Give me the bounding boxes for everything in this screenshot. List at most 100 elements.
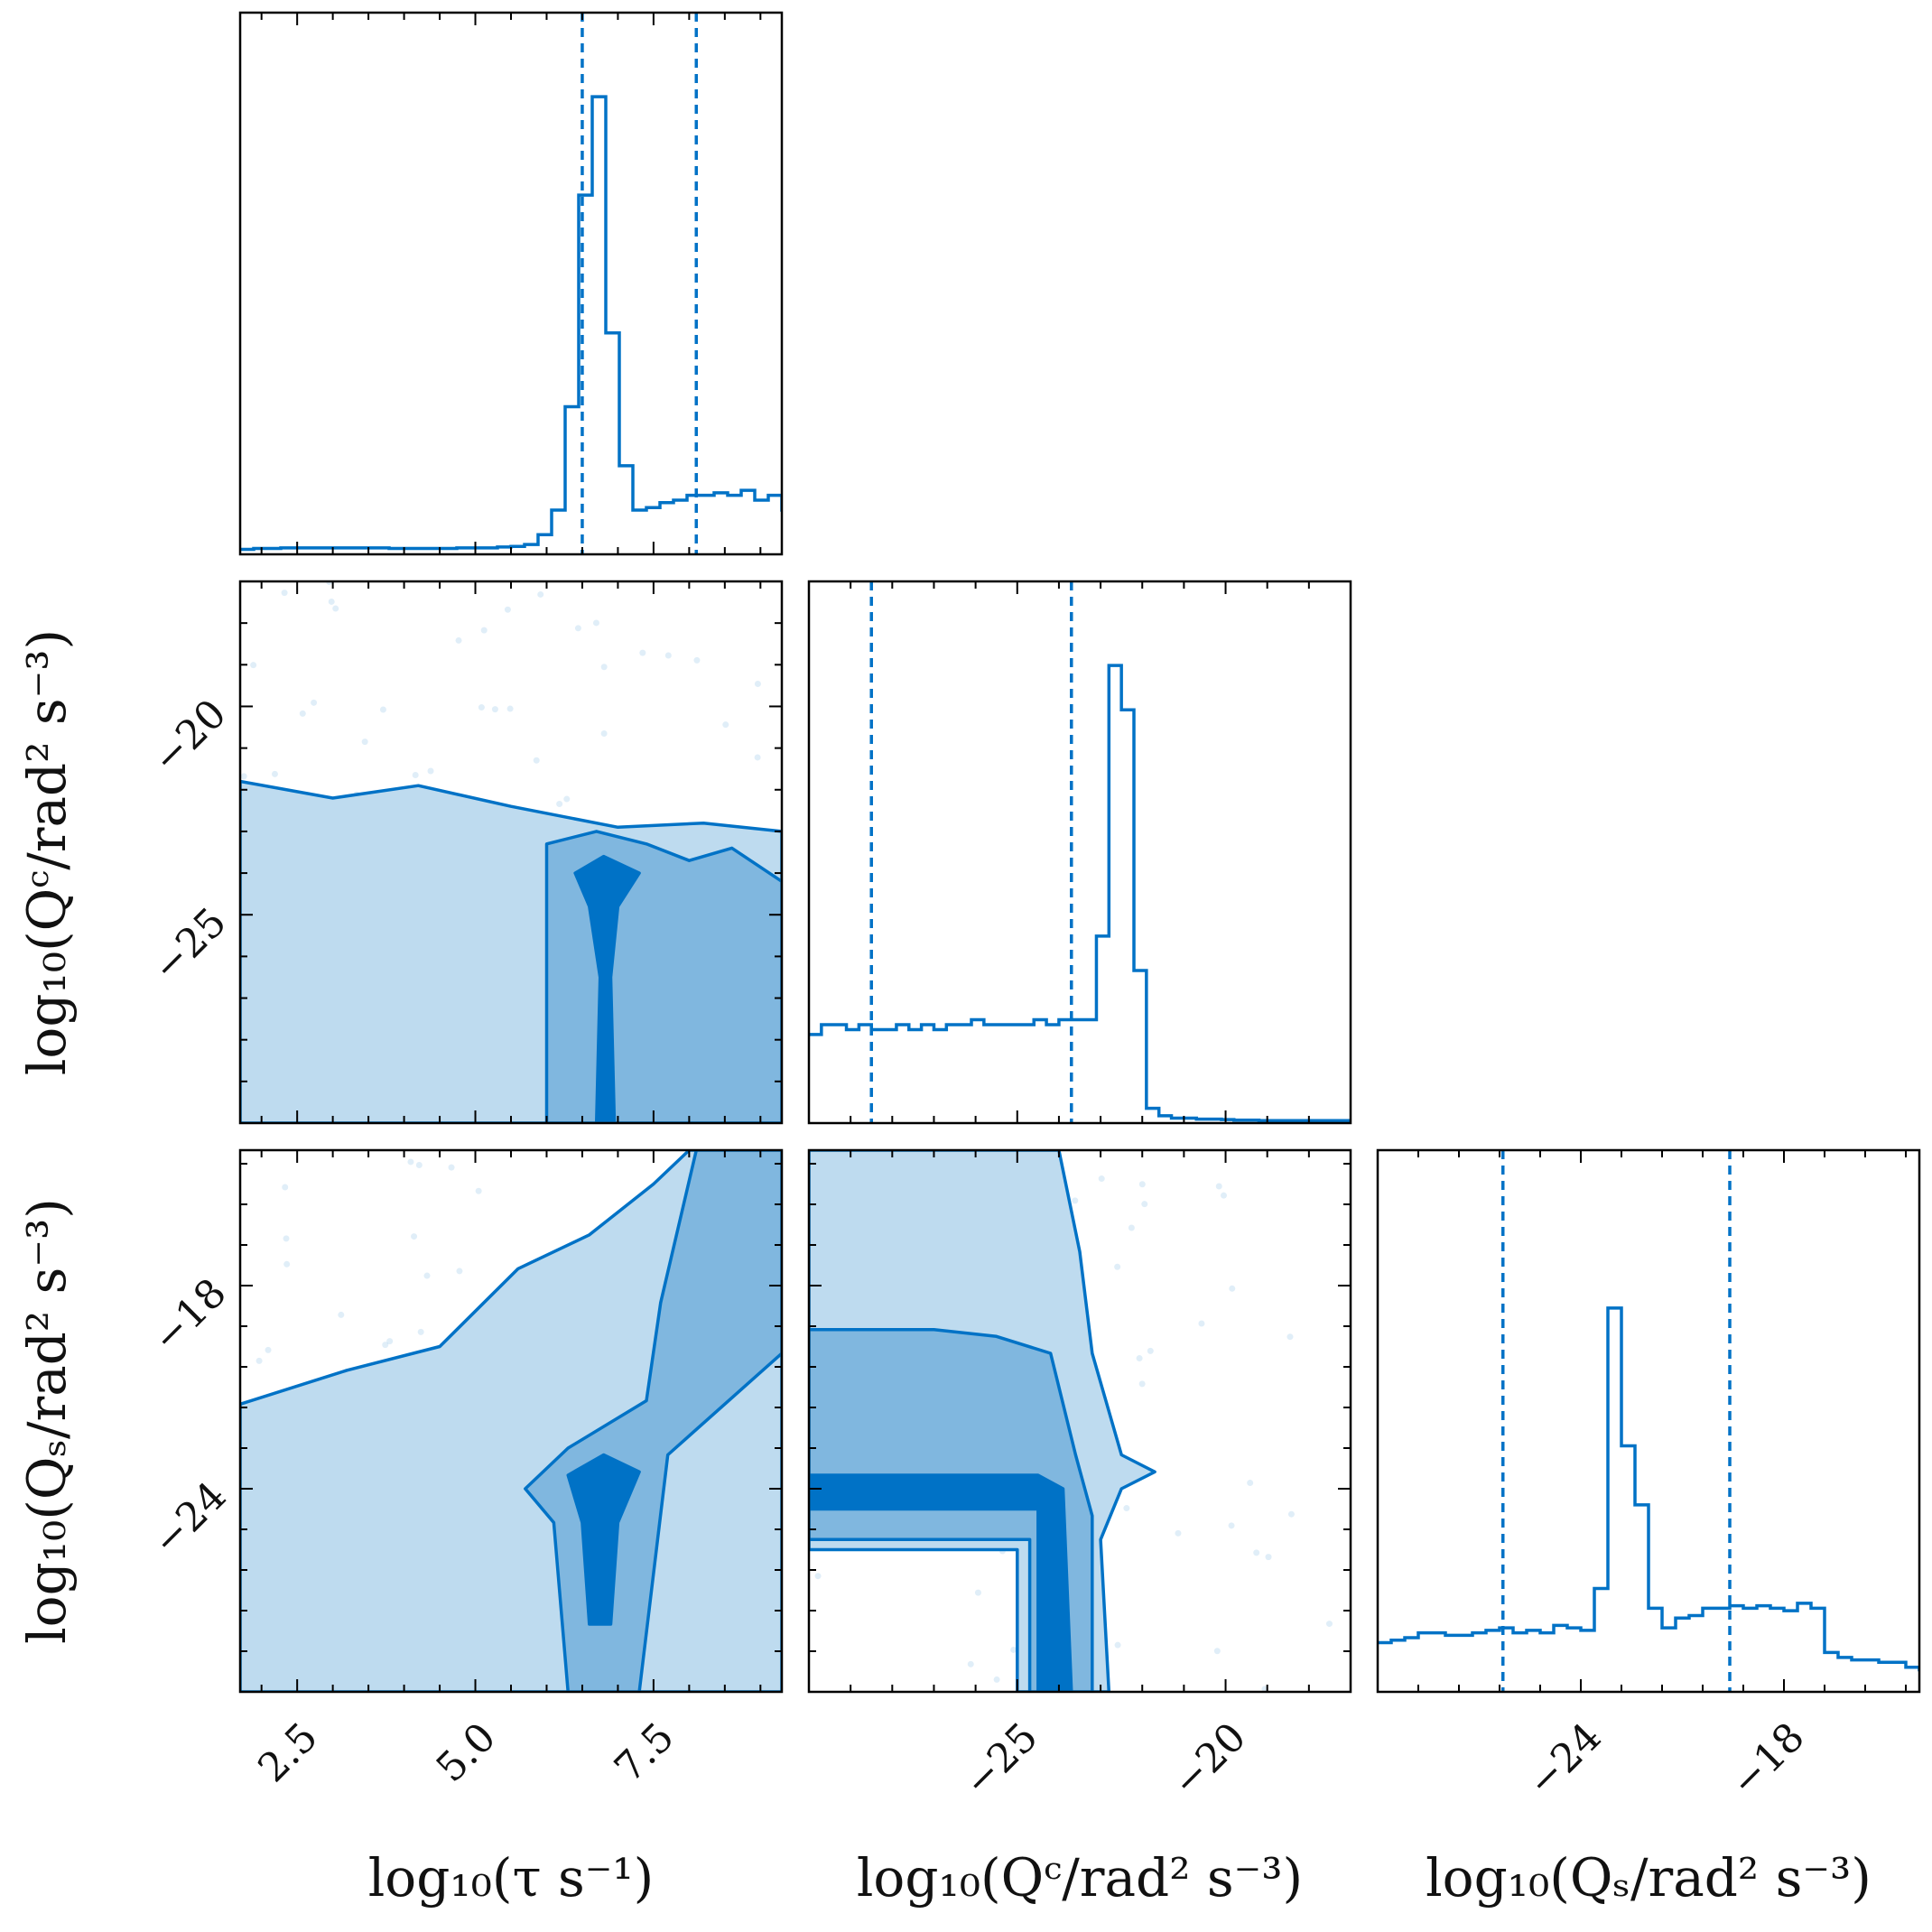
scatter-point <box>1287 1510 1295 1518</box>
contour-panel-tau-qs <box>240 1150 782 1692</box>
x-tick-label-tau: 5.0 <box>428 1714 506 1792</box>
scatter-point <box>379 706 386 713</box>
contour-level-2 <box>809 1328 1094 1692</box>
scatter-point <box>1220 1192 1227 1199</box>
scatter-point <box>427 767 434 775</box>
contour-level-3 <box>573 854 641 1123</box>
scatter-point <box>491 706 498 713</box>
scatter-point <box>240 773 247 780</box>
scatter-point <box>455 636 462 644</box>
scatter-point <box>664 652 672 659</box>
scatter-point <box>411 1233 418 1240</box>
scatter-point <box>1147 1347 1154 1354</box>
scatter-point <box>382 1342 389 1349</box>
x-tick-label-qc: −20 <box>1163 1714 1255 1807</box>
panel-frame-2-1 <box>807 1148 1352 1694</box>
scatter-point <box>480 627 488 634</box>
scatter-point <box>1114 1641 1121 1649</box>
x-tick-label-qc: −25 <box>955 1714 1047 1807</box>
y-axis-label-qc: log₁₀(Qᶜ/rad² s⁻³) <box>16 629 78 1075</box>
scatter-point <box>332 605 339 612</box>
scatter-point <box>1213 1648 1221 1655</box>
histogram-tau <box>240 13 782 554</box>
scatter-point <box>407 1158 414 1166</box>
contour-level-3 <box>566 1453 641 1626</box>
scatter-point <box>1128 1224 1135 1231</box>
scatter-point <box>1215 1183 1222 1190</box>
scatter-point <box>1247 1480 1254 1487</box>
x-tick-label-tau: 2.5 <box>249 1714 327 1792</box>
scatter-point <box>328 598 335 605</box>
scatter-point <box>974 1589 981 1596</box>
scatter-point <box>967 1660 974 1667</box>
x-tick-label-tau: 7.5 <box>606 1714 683 1792</box>
scatter-point <box>1229 1285 1236 1292</box>
scatter-point <box>1136 1355 1143 1362</box>
scatter-point <box>506 705 514 712</box>
scatter-point <box>361 738 368 746</box>
scatter-point <box>574 625 581 632</box>
scatter-point <box>448 1164 455 1171</box>
panel-frame-1-1 <box>807 580 1352 1125</box>
x-axis-label-qs: log₁₀(Qₛ/rad² s⁻³) <box>1426 1847 1872 1909</box>
scatter-point <box>814 1573 822 1580</box>
scatter-point <box>556 800 563 807</box>
scatter-point <box>456 1268 463 1275</box>
scatter-point <box>265 1346 272 1353</box>
scatter-point <box>283 1260 291 1268</box>
scatter-point <box>1198 1320 1205 1327</box>
scatter-point <box>1265 1554 1272 1561</box>
x-axis-label-tau: log₁₀(τ s⁻¹) <box>368 1847 655 1909</box>
y-tick-label-qc: −25 <box>144 899 236 991</box>
scatter-point <box>600 729 608 737</box>
scatter-point <box>281 590 288 597</box>
scatter-point <box>475 1187 482 1194</box>
scatter-point <box>415 1162 423 1169</box>
scatter-point <box>250 662 257 669</box>
y-axis-label-qs: log₁₀(Qₛ/rad² s⁻³) <box>16 1198 78 1644</box>
scatter-point <box>1138 1181 1146 1188</box>
y-tick-label-qs: −24 <box>144 1473 236 1565</box>
scatter-point <box>722 721 729 729</box>
scatter-point <box>1072 1197 1079 1204</box>
scatter-point <box>423 1272 431 1279</box>
scatter-point <box>993 1676 1000 1683</box>
histogram-qs <box>1378 1150 1919 1692</box>
x-tick-label-qs: −24 <box>1519 1714 1611 1807</box>
panel-frame-2-2 <box>1376 1148 1921 1694</box>
scatter-point <box>417 1328 424 1335</box>
scatter-point <box>600 664 608 671</box>
scatter-point <box>533 757 540 764</box>
scatter-point <box>1138 1380 1146 1388</box>
scatter-point <box>311 699 318 706</box>
scatter-point <box>1228 1522 1235 1529</box>
scatter-point <box>563 795 571 803</box>
scatter-point <box>504 606 511 613</box>
scatter-point <box>592 619 599 627</box>
histogram-qc <box>809 581 1351 1123</box>
scatter-point <box>1098 1175 1105 1183</box>
scatter-point <box>1010 1646 1017 1653</box>
x-tick-label-qs: −18 <box>1722 1714 1814 1807</box>
histogram-step-qs <box>1378 1306 1919 1672</box>
scatter-point <box>1325 1621 1333 1628</box>
scatter-point <box>1123 1505 1130 1512</box>
scatter-point <box>412 771 419 778</box>
contour-panel-tau-qc <box>240 581 782 1123</box>
scatter-point <box>537 590 544 598</box>
scatter-point <box>271 770 278 777</box>
scatter-point <box>693 656 701 664</box>
y-tick-label-qs: −18 <box>144 1270 236 1362</box>
panel-frame-0-0 <box>238 11 784 556</box>
scatter-point <box>386 1338 394 1345</box>
scatter-point <box>338 1311 345 1318</box>
x-axis-label-qc: log₁₀(Qᶜ/rad² s⁻³) <box>857 1847 1303 1909</box>
scatter-point <box>283 1235 290 1242</box>
scatter-point <box>478 704 485 711</box>
scatter-point <box>754 754 761 761</box>
scatter-point <box>1175 1529 1182 1537</box>
scatter-point <box>299 710 306 717</box>
scatter-point <box>282 1184 289 1191</box>
histogram-step-qc <box>809 664 1351 1123</box>
